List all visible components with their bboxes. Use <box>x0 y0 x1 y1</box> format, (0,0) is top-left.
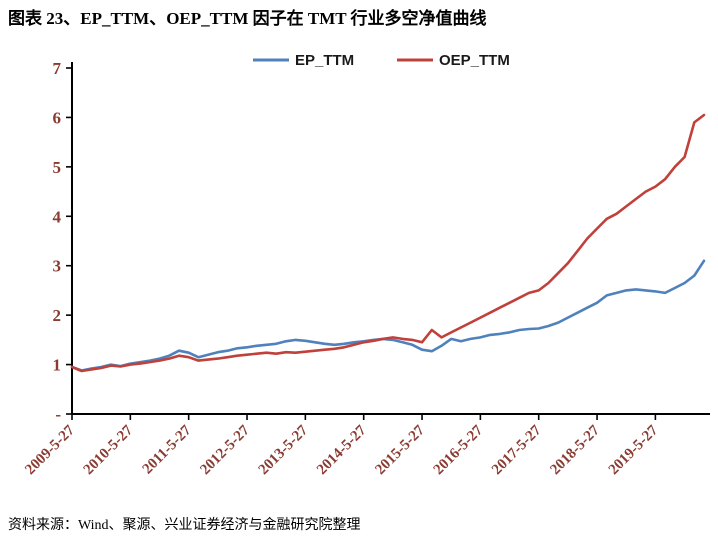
x-tick-label: 2010-5-27 <box>81 422 137 478</box>
x-tick-label: 2012-5-27 <box>197 422 253 478</box>
source-note: 资料来源：Wind、聚源、兴业证券经济与金融研究院整理 <box>8 518 361 533</box>
series-line-OEP_TTM <box>70 113 706 373</box>
line-chart: - 1 2 3 4 5 6 7 2009-5-27 2010-5-27 2011-5-27 2012-… <box>22 52 710 478</box>
y-tick-label: 7 <box>53 59 62 78</box>
y-tick-label: 2 <box>53 306 62 325</box>
y-tick-label: 5 <box>53 158 62 177</box>
y-tick-label: 6 <box>53 108 62 127</box>
x-tick-label: 2011-5-27 <box>140 422 195 477</box>
y-tick-label: 1 <box>53 356 62 375</box>
y-tick-label: 4 <box>53 207 62 226</box>
x-tick-label: 2009-5-27 <box>22 422 78 478</box>
x-tick-label: 2019-5-27 <box>606 422 662 478</box>
x-tick-label: 2014-5-27 <box>314 422 370 478</box>
legend-label-EP_TTM: EP_TTM <box>295 52 354 69</box>
y-tick-label: 3 <box>53 257 62 276</box>
x-tick-label: 2018-5-27 <box>547 422 603 478</box>
figure-title: 图表 23、EP_TTM、OEP_TTM 因子在 TMT 行业多空净值曲线 <box>8 9 487 28</box>
series-line-EP_TTM <box>70 259 706 372</box>
x-tick-label: 2016-5-27 <box>431 422 487 478</box>
x-tick-label: 2015-5-27 <box>372 422 428 478</box>
legend-label-OEP_TTM: OEP_TTM <box>439 52 510 69</box>
chart-area: - 1 2 3 4 5 6 7 2009-5-27 2010-5-27 2011-5-27 2012-… <box>8 32 714 506</box>
y-tick-label: - <box>55 405 61 424</box>
x-tick-label: 2017-5-27 <box>489 422 545 478</box>
x-tick-label: 2013-5-27 <box>256 422 312 478</box>
